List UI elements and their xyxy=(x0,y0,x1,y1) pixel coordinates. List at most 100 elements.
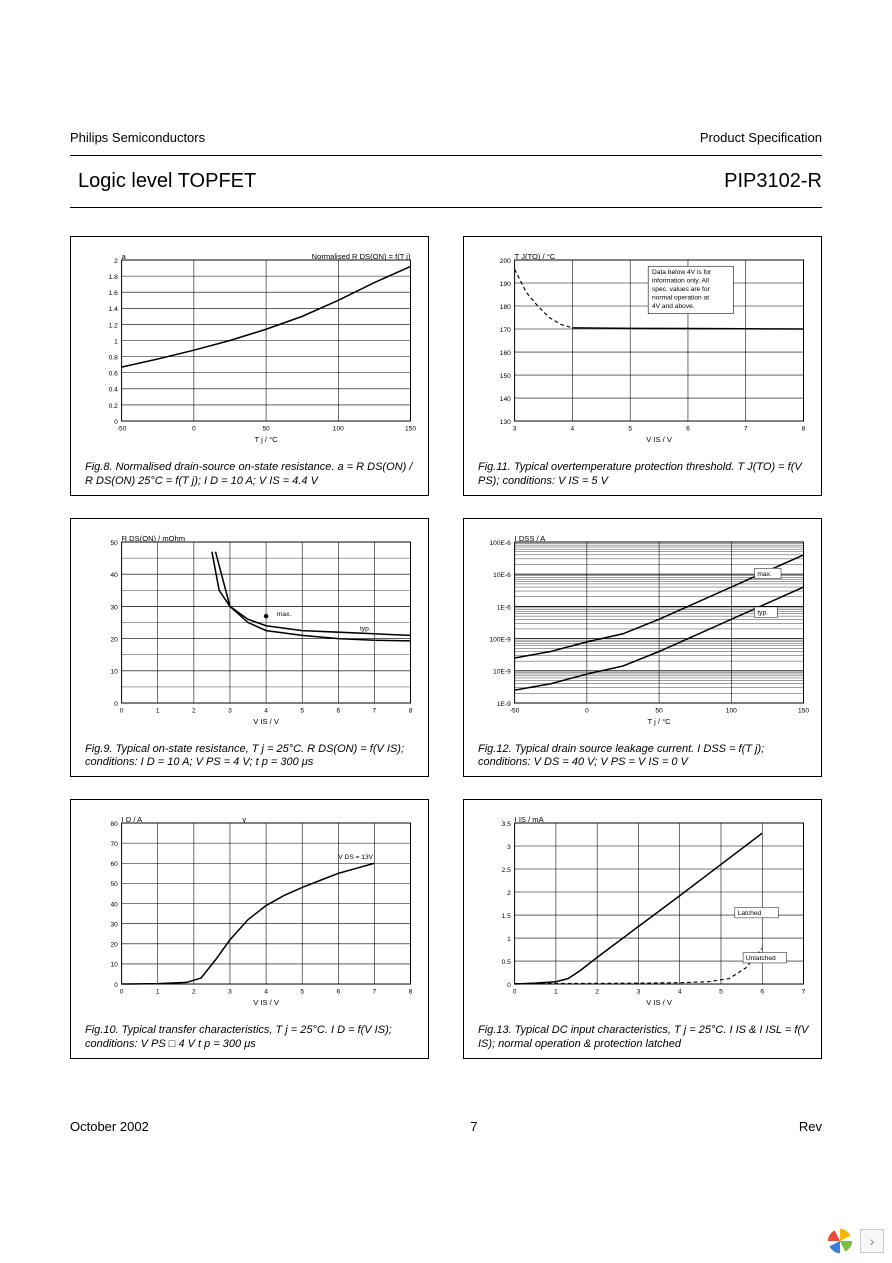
svg-text:2: 2 xyxy=(595,989,599,996)
figure-13: 0123456700.511.522.533.5V IS / VI IS / m… xyxy=(463,799,822,1059)
figure-9: 01234567801020304050V IS / VR DS(ON) / m… xyxy=(70,518,429,778)
svg-text:150: 150 xyxy=(500,373,511,380)
svg-text:T j / °C: T j / °C xyxy=(255,435,279,444)
svg-text:max.: max. xyxy=(277,611,292,618)
svg-text:2: 2 xyxy=(192,989,196,996)
svg-text:2: 2 xyxy=(507,890,511,897)
svg-text:1: 1 xyxy=(554,989,558,996)
svg-text:1: 1 xyxy=(114,338,118,345)
svg-text:190: 190 xyxy=(500,281,511,288)
svg-text:0.8: 0.8 xyxy=(109,354,119,361)
chart-fig11: 345678130140150160170180190200V IS / VT … xyxy=(472,245,813,455)
svg-text:100: 100 xyxy=(726,707,737,714)
svg-text:0: 0 xyxy=(513,989,517,996)
svg-text:0.5: 0.5 xyxy=(502,959,512,966)
svg-text:5: 5 xyxy=(300,707,304,714)
svg-text:8: 8 xyxy=(409,989,413,996)
svg-text:150: 150 xyxy=(798,707,809,714)
svg-text:4: 4 xyxy=(678,989,682,996)
caption-fig13: Fig.13. Typical DC input characteristics… xyxy=(472,1024,813,1052)
header-bar: Philips Semiconductors Product Specifica… xyxy=(70,130,822,151)
svg-text:100E-9: 100E-9 xyxy=(489,636,511,643)
svg-text:10E-9: 10E-9 xyxy=(493,668,511,675)
svg-text:8: 8 xyxy=(409,707,413,714)
svg-text:80: 80 xyxy=(110,821,118,828)
svg-text:typ.: typ. xyxy=(757,609,768,616)
svg-text:40: 40 xyxy=(110,572,118,579)
part-number: PIP3102-R xyxy=(724,170,822,193)
svg-text:0: 0 xyxy=(192,426,196,433)
svg-text:180: 180 xyxy=(500,304,511,311)
svg-text:100E-6: 100E-6 xyxy=(489,539,511,546)
page-footer: October 2002 7 Rev xyxy=(70,1119,822,1134)
svg-text:-50: -50 xyxy=(117,426,127,433)
svg-text:I D / A: I D / A xyxy=(122,815,144,824)
caption-fig10: Fig.10. Typical transfer characteristics… xyxy=(79,1024,420,1052)
title-row: Logic level TOPFET PIP3102-R xyxy=(70,164,822,203)
svg-text:0.6: 0.6 xyxy=(109,371,119,378)
svg-text:10: 10 xyxy=(110,962,118,969)
caption-fig11: Fig.11. Typical overtemperature protecti… xyxy=(472,461,813,489)
svg-text:2: 2 xyxy=(114,258,118,265)
svg-text:Data below 4V is for: Data below 4V is for xyxy=(652,269,712,276)
svg-text:6: 6 xyxy=(686,426,690,433)
footer-page: 7 xyxy=(470,1119,477,1134)
svg-text:4: 4 xyxy=(264,707,268,714)
svg-text:T j / °C: T j / °C xyxy=(648,716,672,725)
svg-text:4V and above.: 4V and above. xyxy=(652,303,695,310)
svg-text:0: 0 xyxy=(114,700,118,707)
svg-text:3.5: 3.5 xyxy=(502,821,512,828)
svg-text:3: 3 xyxy=(513,426,517,433)
svg-text:V IS / V: V IS / V xyxy=(646,998,673,1007)
rule-top xyxy=(70,155,822,156)
svg-text:5: 5 xyxy=(300,989,304,996)
rule-under-title xyxy=(70,207,822,208)
svg-text:1: 1 xyxy=(156,989,160,996)
figure-10: 01234567801020304050607080V IS / VI D / … xyxy=(70,799,429,1059)
svg-text:7: 7 xyxy=(744,426,748,433)
svg-text:50: 50 xyxy=(110,881,118,888)
svg-text:1: 1 xyxy=(507,936,511,943)
svg-text:4: 4 xyxy=(571,426,575,433)
svg-text:1E-6: 1E-6 xyxy=(497,604,511,611)
svg-text:30: 30 xyxy=(110,921,118,928)
svg-text:3: 3 xyxy=(228,989,232,996)
svg-text:2: 2 xyxy=(192,707,196,714)
svg-text:0: 0 xyxy=(114,982,118,989)
svg-text:150: 150 xyxy=(405,426,416,433)
chart-fig9: 01234567801020304050V IS / VR DS(ON) / m… xyxy=(79,527,420,737)
svg-text:1.8: 1.8 xyxy=(109,274,119,281)
svg-text:1.4: 1.4 xyxy=(109,306,119,313)
svg-text:10: 10 xyxy=(110,668,118,675)
svg-text:1: 1 xyxy=(156,707,160,714)
chart-fig13: 0123456700.511.522.533.5V IS / VI IS / m… xyxy=(472,808,813,1018)
footer-rev: Rev xyxy=(799,1119,822,1134)
svg-text:0: 0 xyxy=(114,419,118,426)
svg-text:information only. All: information only. All xyxy=(652,277,709,284)
svg-text:70: 70 xyxy=(110,841,118,848)
caption-fig8: Fig.8. Normalised drain-source on-state … xyxy=(79,461,420,489)
caption-fig9: Fig.9. Typical on-state resistance, T j … xyxy=(79,743,420,771)
svg-text:40: 40 xyxy=(110,901,118,908)
chart-fig12: 1E-910E-9100E-91E-610E-6100E-6-500501001… xyxy=(472,527,813,737)
svg-text:Unlatched: Unlatched xyxy=(746,955,776,962)
svg-text:200: 200 xyxy=(500,258,511,265)
svg-text:V IS / V: V IS / V xyxy=(253,998,280,1007)
svg-text:-50: -50 xyxy=(510,707,520,714)
svg-text:6: 6 xyxy=(336,707,340,714)
svg-text:3: 3 xyxy=(507,844,511,851)
next-page-button[interactable]: › xyxy=(860,1229,884,1253)
svg-text:20: 20 xyxy=(110,942,118,949)
svg-text:0.2: 0.2 xyxy=(109,403,119,410)
svg-text:50: 50 xyxy=(655,707,663,714)
svg-text:0.4: 0.4 xyxy=(109,387,119,394)
svg-text:4: 4 xyxy=(264,989,268,996)
svg-text:5: 5 xyxy=(628,426,632,433)
svg-text:2.5: 2.5 xyxy=(502,867,512,874)
svg-text:Latched: Latched xyxy=(738,910,762,917)
figure-11: 345678130140150160170180190200V IS / VT … xyxy=(463,236,822,496)
svg-text:6: 6 xyxy=(336,989,340,996)
svg-text:8: 8 xyxy=(802,426,806,433)
svg-text:V IS / V: V IS / V xyxy=(646,435,673,444)
svg-text:R DS(ON) / mOhm: R DS(ON) / mOhm xyxy=(122,534,185,543)
